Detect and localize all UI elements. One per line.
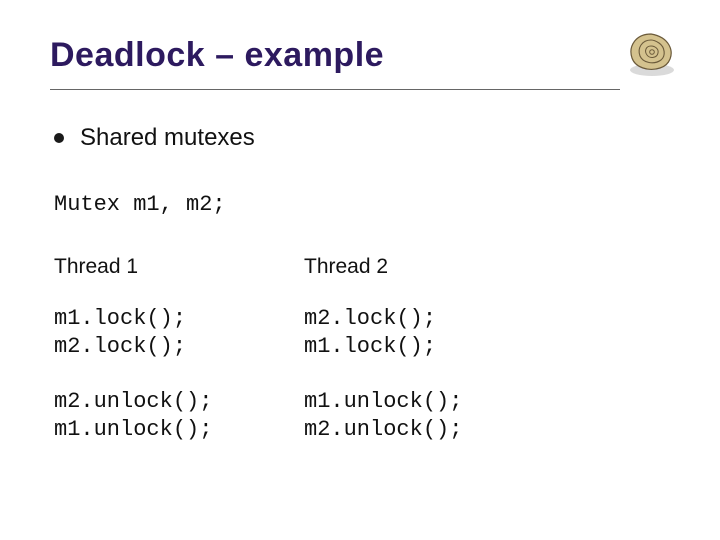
mutex-declaration: Mutex m1, m2; [54, 192, 670, 217]
slide-title: Deadlock – example [50, 36, 620, 90]
thread-column-1: Thread 1 m1.lock(); m2.lock(); m2.unlock… [54, 255, 304, 471]
unlock-code: m2.unlock(); m1.unlock(); [54, 388, 304, 443]
bullet-item: Shared mutexes [54, 124, 670, 152]
lock-code: m1.lock(); m2.lock(); [54, 305, 304, 360]
thread-column-2: Thread 2 m2.lock(); m1.lock(); m1.unlock… [304, 255, 554, 471]
slide: Deadlock – example Shared mutexes Mutex … [0, 0, 720, 540]
bullet-dot-icon [54, 133, 64, 143]
bullet-text: Shared mutexes [80, 124, 255, 152]
thread-label: Thread 2 [304, 255, 554, 279]
thread-label: Thread 1 [54, 255, 304, 279]
spiral-shell-icon [624, 28, 678, 78]
unlock-code: m1.unlock(); m2.unlock(); [304, 388, 554, 443]
thread-columns: Thread 1 m1.lock(); m2.lock(); m2.unlock… [54, 255, 670, 471]
lock-code: m2.lock(); m1.lock(); [304, 305, 554, 360]
